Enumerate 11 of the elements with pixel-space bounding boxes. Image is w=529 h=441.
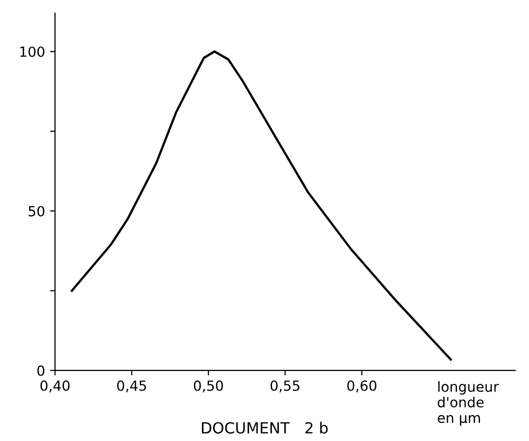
y-tick-label: 100 bbox=[20, 46, 44, 57]
x-tick-label: 0,45 bbox=[117, 380, 146, 392]
x-tick-label: 0,40 bbox=[40, 380, 70, 392]
text: DOCUMENT 2 b bbox=[202, 422, 328, 434]
line-series bbox=[70, 50, 452, 361]
x-tick-label: 0,60 bbox=[347, 380, 376, 392]
x-tick-label: 0,50 bbox=[194, 380, 223, 392]
y-tick-label: 0 bbox=[37, 365, 44, 376]
y-tick-label: 50 bbox=[28, 206, 44, 216]
x-axis-title: longueur d'onde en µm bbox=[438, 381, 499, 426]
x-tick-label: 0,55 bbox=[270, 380, 300, 392]
